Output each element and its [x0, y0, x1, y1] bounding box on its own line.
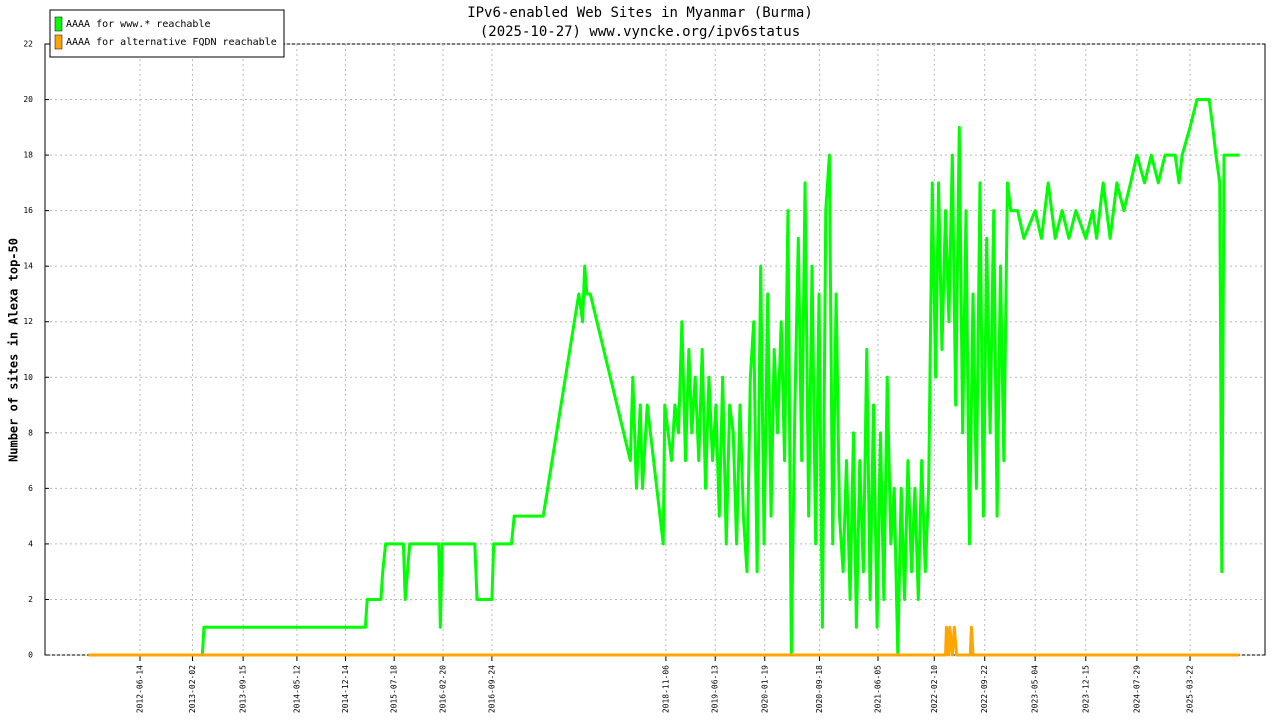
x-tick-label: 2015-07-18: [390, 665, 399, 713]
x-tick-label: 2016-02-20: [439, 665, 448, 713]
y-tick-label: 8: [28, 428, 33, 437]
series-line: [88, 98, 1240, 657]
y-tick-label: 2: [28, 595, 33, 604]
x-tick-label: 2012-06-14: [136, 665, 145, 713]
legend-box: [49, 9, 285, 58]
x-tick-label: 2025-03-22: [1186, 665, 1195, 713]
series-line: [88, 625, 1240, 657]
x-tick-label: 2022-09-22: [980, 665, 989, 713]
y-axis-label: Number of sites in Alexa top-50: [7, 238, 21, 462]
x-tick-label: 2019-06-13: [711, 665, 720, 713]
legend: AAAA for www.* reachable AAAA for alterna…: [49, 9, 285, 58]
y-tick-label: 4: [28, 539, 33, 548]
plot-frame: [44, 43, 1266, 656]
x-tick-label: 2021-06-05: [873, 665, 882, 713]
x-tick-label: 2014-05-12: [292, 665, 301, 713]
x-tick-label: 2016-09-24: [487, 665, 496, 713]
x-tick-label: 2013-02-02: [188, 665, 197, 713]
y-tick-label: 18: [23, 151, 33, 160]
y-tick-label: 20: [23, 95, 33, 104]
chart-subtitle: (2025-10-27) www.vyncke.org/ipv6status: [480, 24, 800, 40]
x-tick-label: 2022-02-10: [930, 665, 939, 713]
y-tick-label: 0: [28, 651, 33, 660]
y-tick-label: 14: [23, 262, 33, 271]
x-tick-label: 2024-07-29: [1132, 665, 1141, 713]
x-tick-label: 2013-09-15: [239, 665, 248, 713]
y-tick-label: 6: [28, 484, 33, 493]
y-tick-label: 12: [23, 317, 33, 326]
x-tick-label: 2023-12-15: [1081, 665, 1090, 713]
y-tick-label: 22: [23, 40, 33, 49]
legend-swatch: [54, 34, 63, 50]
y-tick-label: 16: [23, 206, 33, 215]
legend-label: AAAA for www.* reachable: [66, 19, 211, 30]
x-tick-label: 2020-01-19: [760, 665, 769, 713]
y-tick-label: 10: [23, 373, 33, 382]
legend-swatch: [54, 16, 63, 32]
chart-title: IPv6-enabled Web Sites in Myanmar (Burma…: [467, 5, 813, 21]
x-tick-label: 2014-12-14: [341, 665, 350, 713]
legend-label: AAAA for alternative FQDN reachable: [66, 37, 277, 48]
x-tick-label: 2020-09-18: [815, 665, 824, 713]
x-tick-label: 2023-05-04: [1031, 665, 1040, 713]
x-tick-label: 2018-11-06: [661, 665, 670, 713]
